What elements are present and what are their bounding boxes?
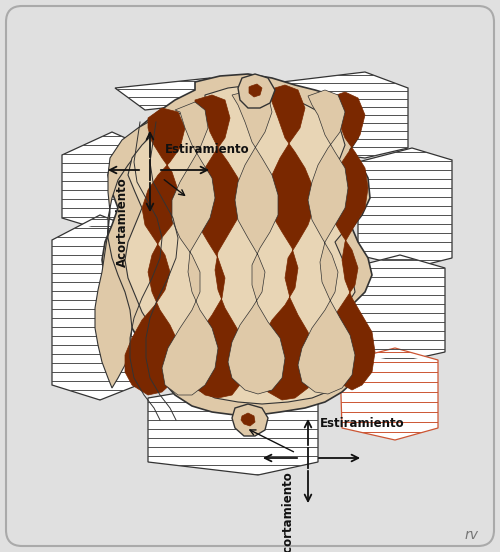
Polygon shape xyxy=(249,84,262,97)
Polygon shape xyxy=(148,380,318,475)
Polygon shape xyxy=(228,90,285,394)
Polygon shape xyxy=(125,85,355,404)
Polygon shape xyxy=(232,404,268,436)
Polygon shape xyxy=(282,72,408,158)
Polygon shape xyxy=(340,348,438,440)
Text: rv: rv xyxy=(465,528,479,542)
Polygon shape xyxy=(258,85,315,400)
Polygon shape xyxy=(95,120,152,388)
Polygon shape xyxy=(188,95,248,398)
FancyBboxPatch shape xyxy=(6,6,494,546)
Polygon shape xyxy=(325,92,375,390)
Polygon shape xyxy=(238,74,275,108)
Polygon shape xyxy=(115,78,235,110)
Polygon shape xyxy=(298,90,355,394)
Text: Estiramiento: Estiramiento xyxy=(165,143,250,156)
Polygon shape xyxy=(125,108,185,395)
Polygon shape xyxy=(241,413,255,426)
Polygon shape xyxy=(358,148,452,268)
Polygon shape xyxy=(342,255,445,362)
Text: Estiramiento: Estiramiento xyxy=(320,417,404,430)
Text: Acortamiento: Acortamiento xyxy=(116,177,128,267)
Polygon shape xyxy=(102,74,372,415)
Text: Acortamiento: Acortamiento xyxy=(282,471,294,552)
Polygon shape xyxy=(62,132,148,232)
Polygon shape xyxy=(52,215,138,400)
Polygon shape xyxy=(162,102,218,395)
